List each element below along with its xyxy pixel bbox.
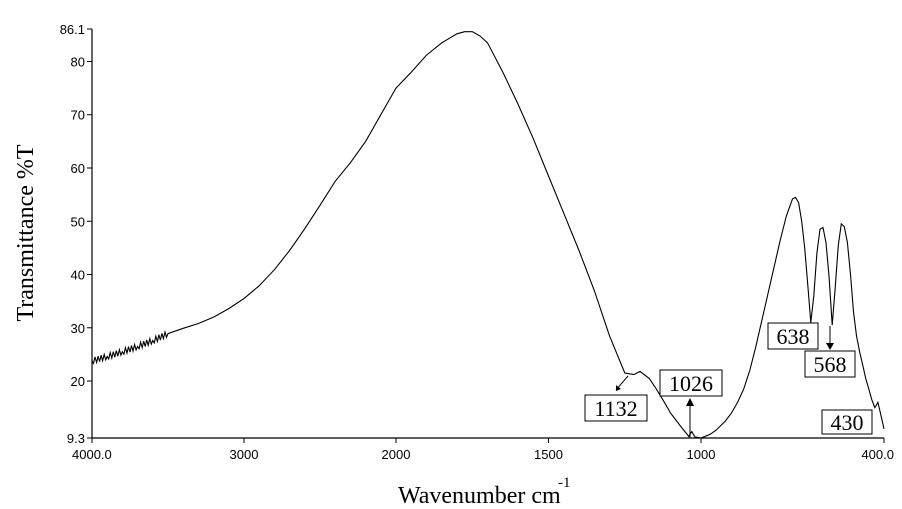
y-axis-ticks: 9.3 20 30 40 50 60 70 80 86.1 xyxy=(60,22,92,446)
y-tick-label: 30 xyxy=(71,321,85,336)
y-axis-title: Transmittance %T xyxy=(13,144,39,321)
peak-label-1026: 1026 xyxy=(669,371,713,396)
x-tick-label: 4000.0 xyxy=(72,447,112,462)
y-tick-label: 40 xyxy=(71,268,85,283)
x-axis-title: Wavenumber cm xyxy=(398,483,561,509)
y-tick-label: 80 xyxy=(71,54,85,69)
y-tick-label: 86.1 xyxy=(60,22,85,37)
arrowhead-1132 xyxy=(616,385,621,391)
peak-annotation-1026: 1026 xyxy=(659,369,723,438)
x-tick-label: 400.0 xyxy=(861,447,894,462)
y-tick-label: 50 xyxy=(71,214,85,229)
peak-label-638: 638 xyxy=(777,324,810,349)
transmittance-spectrum-line xyxy=(91,31,885,439)
label-box-1132 xyxy=(584,394,648,422)
label-box-430 xyxy=(821,409,873,435)
label-box-638 xyxy=(767,322,819,350)
y-tick-label: 20 xyxy=(71,374,85,389)
peak-label-430: 430 xyxy=(831,410,864,435)
label-box-568 xyxy=(804,350,856,378)
x-tick-label: 1500 xyxy=(534,447,563,462)
peak-annotation-638: 638 xyxy=(767,322,819,350)
y-tick-label: 60 xyxy=(71,161,85,176)
x-axis-ticks: 4000.0 3000 2000 1500 1000 400.0 xyxy=(72,438,894,462)
x-axis-title-superscript: -1 xyxy=(558,475,571,491)
peak-annotation-430: 430 xyxy=(821,409,873,435)
peak-label-568: 568 xyxy=(814,352,847,377)
x-tick-label: 2000 xyxy=(382,447,411,462)
y-tick-label: 70 xyxy=(71,108,85,123)
label-box-1026 xyxy=(659,369,723,397)
peak-annotation-568: 568 xyxy=(804,326,856,378)
y-tick-label: 9.3 xyxy=(67,431,85,446)
arrowhead-568 xyxy=(826,343,834,350)
x-tick-label: 1000 xyxy=(687,447,716,462)
peak-annotation-1132: 1132 xyxy=(584,375,648,422)
arrowhead-1026 xyxy=(686,398,694,406)
peak-label-1132: 1132 xyxy=(594,396,637,421)
x-tick-label: 3000 xyxy=(230,447,259,462)
